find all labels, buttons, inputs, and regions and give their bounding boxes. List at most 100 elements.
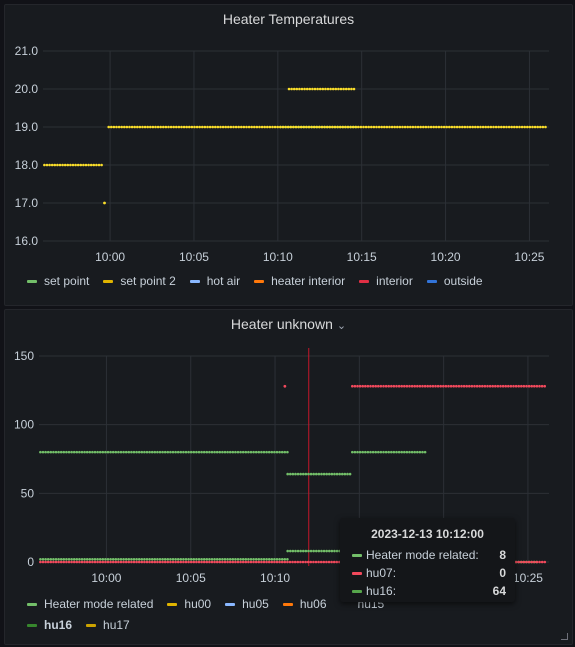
data-point: [263, 125, 266, 129]
data-point: [424, 125, 428, 129]
data-point: [180, 125, 183, 129]
data-point: [241, 560, 245, 564]
data-point: [286, 125, 290, 129]
data-point: [179, 450, 183, 454]
data-point: [384, 384, 388, 388]
data-point: [509, 384, 513, 388]
data-point: [491, 384, 495, 388]
data-point: [387, 450, 391, 454]
legend-item[interactable]: Heater mode related: [27, 594, 153, 615]
temperature-chart[interactable]: 16.0 17.0 18.0 19.0 20.0 21.0 10:00 10:05 10:10 1…: [5, 5, 572, 305]
data-point: [342, 87, 345, 91]
data-point: [515, 125, 519, 129]
data-point: [138, 125, 142, 129]
heater-temperatures-panel: Heater Temperatures 16.0 17.0 18.0 19.0 20.0…: [4, 4, 573, 306]
data-point: [62, 450, 66, 454]
data-point: [432, 125, 435, 129]
data-point: [380, 125, 383, 129]
data-point: [313, 87, 317, 91]
data-point: [156, 557, 159, 561]
data-point: [290, 87, 293, 91]
legend-item[interactable]: set point: [27, 271, 89, 292]
data-point: [299, 472, 302, 476]
legend-item[interactable]: hu00: [167, 594, 211, 615]
data-point: [452, 384, 456, 388]
data-point: [523, 125, 526, 129]
data-point: [156, 125, 160, 129]
data-point: [295, 87, 299, 91]
data-point: [114, 557, 118, 561]
legend-swatch: [359, 280, 370, 283]
data-point: [75, 450, 79, 454]
data-point: [241, 557, 245, 561]
legend-label: Heater mode related: [44, 597, 154, 611]
data-point: [371, 384, 375, 388]
data-point: [400, 450, 404, 454]
data-point: [87, 163, 90, 167]
resize-handle[interactable]: [561, 633, 568, 640]
data-point: [132, 560, 136, 564]
y-tick-label: 18.0: [15, 158, 39, 172]
legend-item[interactable]: interior: [359, 271, 413, 292]
data-point: [54, 560, 58, 564]
data-point: [187, 557, 190, 561]
data-point: [434, 384, 437, 388]
data-point: [216, 125, 220, 129]
legend-swatch: [340, 603, 351, 606]
data-point: [200, 560, 203, 564]
data-point: [239, 557, 242, 561]
data-point: [106, 557, 110, 561]
data-point: [444, 384, 448, 388]
data-point: [309, 549, 313, 553]
data-point: [333, 125, 337, 129]
data-point: [304, 560, 307, 564]
data-point: [294, 125, 298, 129]
data-point: [111, 557, 115, 561]
data-point: [341, 125, 344, 129]
data-point: [418, 384, 422, 388]
data-point: [450, 125, 454, 129]
data-point: [527, 384, 531, 388]
panel-title[interactable]: Heater unknown ⌄: [5, 316, 572, 332]
tooltip-rows: Heater mode related: 8 hu07: 0 hu16: 64: [340, 546, 515, 600]
data-point: [437, 125, 441, 129]
data-point: [130, 557, 133, 561]
data-point: [166, 557, 170, 561]
data-point: [320, 125, 324, 129]
data-point: [187, 560, 190, 564]
data-point: [280, 560, 284, 564]
legend-item[interactable]: hu17: [86, 615, 130, 636]
data-point: [436, 384, 440, 388]
data-point: [242, 125, 246, 129]
chevron-down-icon[interactable]: ⌄: [336, 320, 347, 332]
data-point: [429, 125, 433, 129]
data-point: [413, 384, 417, 388]
data-point: [468, 125, 472, 129]
data-point: [85, 560, 89, 564]
panel-title[interactable]: Heater Temperatures: [222, 11, 355, 27]
x-tick-label: 10:00: [95, 250, 125, 264]
data-point: [408, 125, 412, 129]
data-point: [418, 450, 422, 454]
data-point: [41, 450, 45, 454]
data-point: [202, 560, 206, 564]
legend-item[interactable]: heater interior: [254, 271, 345, 292]
legend-item[interactable]: hot air: [189, 271, 240, 292]
data-point: [385, 125, 389, 129]
legend-item[interactable]: hu05: [225, 594, 269, 615]
data-point: [83, 557, 86, 561]
data-point: [70, 450, 73, 454]
data-point: [107, 125, 110, 129]
data-point: [140, 557, 144, 561]
data-point: [239, 450, 242, 454]
legend-item[interactable]: hu16: [27, 615, 72, 636]
data-point: [460, 125, 464, 129]
data-point: [228, 560, 232, 564]
legend-item[interactable]: outside: [426, 271, 483, 292]
data-point: [395, 450, 398, 454]
legend-item[interactable]: set point 2: [103, 271, 176, 292]
data-point: [335, 549, 339, 553]
legend-item[interactable]: hu06: [282, 594, 327, 615]
legend-swatch: [27, 603, 37, 606]
